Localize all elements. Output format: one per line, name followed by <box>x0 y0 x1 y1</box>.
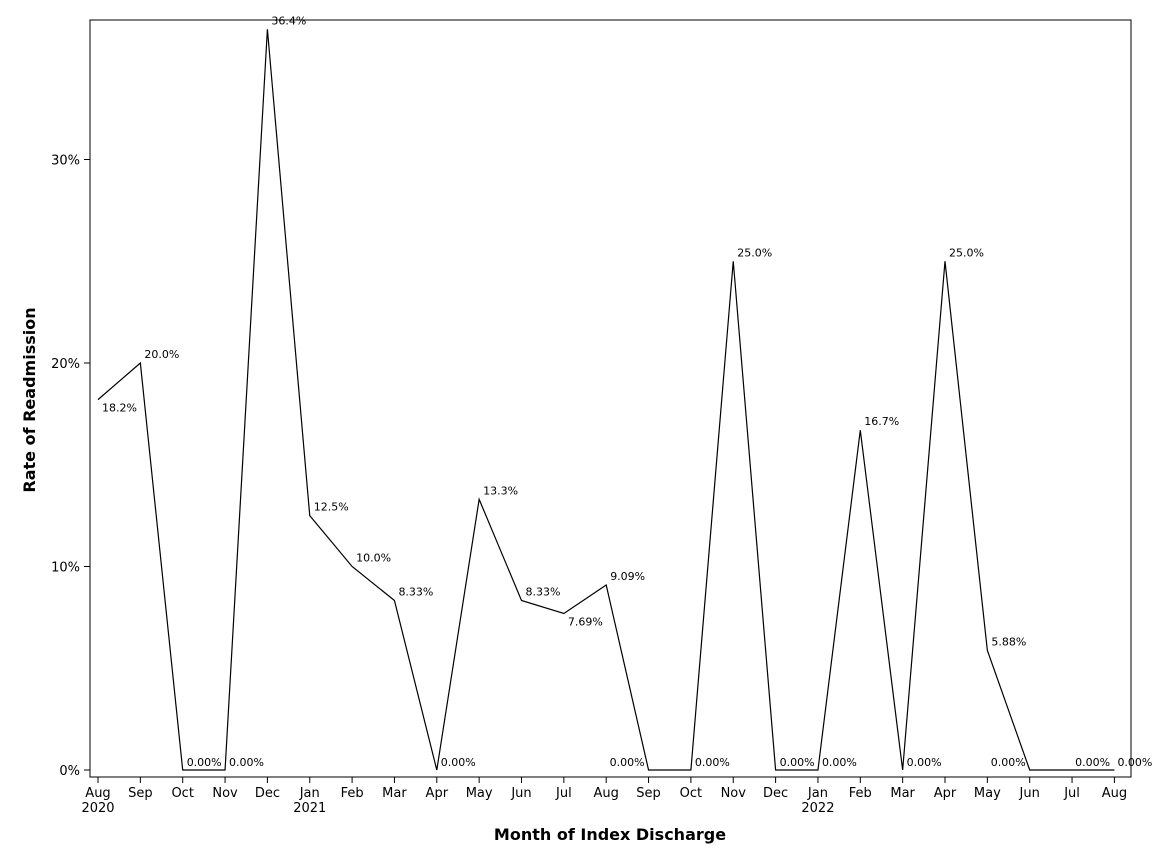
data-point <box>435 769 438 772</box>
x-axis-title: Month of Index Discharge <box>494 825 726 844</box>
data-label: 10.0% <box>356 552 391 565</box>
data-label: 0.00% <box>822 756 857 769</box>
x-tick-label-month: Feb <box>341 786 364 801</box>
data-label: 0.00% <box>1075 756 1110 769</box>
data-label: 5.88% <box>991 635 1026 648</box>
x-tick-label-month: Oct <box>171 786 193 801</box>
data-point <box>478 498 481 501</box>
x-tick-label-month: Sep <box>128 786 153 801</box>
x-tick-label-month: Nov <box>212 786 238 801</box>
x-tick-label-month: Jan <box>807 786 828 801</box>
x-tick-label-month: Aug <box>1102 786 1127 801</box>
y-axis-title: Rate of Readmission <box>20 307 39 492</box>
y-tick-label: 30% <box>51 154 80 169</box>
data-point <box>986 649 989 652</box>
x-tick-label-month: Jan <box>299 786 320 801</box>
data-label: 12.5% <box>314 501 349 514</box>
x-tick-label-month: Oct <box>680 786 702 801</box>
data-point <box>605 584 608 587</box>
data-label: 13.3% <box>483 484 518 497</box>
x-tick-label-month: Apr <box>934 786 957 801</box>
data-point <box>562 612 565 615</box>
data-point <box>181 769 184 772</box>
y-tick-label: 10% <box>51 561 80 576</box>
x-tick-label-month: Jul <box>1063 786 1080 801</box>
x-tick-label-month: Aug <box>594 786 619 801</box>
data-point <box>901 769 904 772</box>
data-point <box>224 769 227 772</box>
x-tick-label-month: Aug <box>85 786 110 801</box>
data-label: 0.00% <box>1117 756 1152 769</box>
data-point <box>393 599 396 602</box>
series-line <box>97 29 1115 771</box>
data-label: 16.7% <box>864 415 899 428</box>
x-tick-label-month: Mar <box>890 786 915 801</box>
data-label: 0.00% <box>610 756 645 769</box>
data-point <box>944 260 947 263</box>
x-tick-label-month: Dec <box>255 786 280 801</box>
data-point <box>308 514 311 517</box>
data-point <box>689 769 692 772</box>
y-axis: 0% 10% 20% 30% <box>51 154 90 779</box>
x-tick-label-year: 2020 <box>81 801 114 816</box>
data-label: 0.00% <box>780 756 815 769</box>
data-point <box>732 260 735 263</box>
data-label: 25.0% <box>737 246 772 259</box>
data-point <box>1071 769 1074 772</box>
x-tick-label-month: Jul <box>555 786 572 801</box>
data-point <box>139 362 142 365</box>
y-tick-label: 0% <box>59 764 80 779</box>
data-label: 18.2% <box>102 402 137 415</box>
data-label: 9.09% <box>610 570 645 583</box>
data-label: 0.00% <box>187 756 222 769</box>
data-point <box>97 398 100 401</box>
x-tick-label-month: Apr <box>426 786 449 801</box>
data-point <box>351 565 354 568</box>
data-label: 0.00% <box>991 756 1026 769</box>
data-point <box>1113 769 1116 772</box>
data-label: 0.00% <box>695 756 730 769</box>
x-tick-label-month: Nov <box>721 786 747 801</box>
data-label: 36.4% <box>271 14 306 27</box>
x-tick-label-month: Feb <box>849 786 872 801</box>
data-label: 25.0% <box>949 246 984 259</box>
data-point <box>647 769 650 772</box>
data-point <box>774 769 777 772</box>
data-labels: 18.2% 20.0% 0.00% 0.00% 36.4% 12.5% 10.0% 8.33%… <box>102 14 1152 769</box>
data-label: 8.33% <box>398 585 433 598</box>
x-tick-label-month: Sep <box>636 786 661 801</box>
x-tick-label-month: Jun <box>510 786 531 801</box>
x-tick-label-month: May <box>466 786 493 801</box>
x-tick-label-month: Jun <box>1019 786 1040 801</box>
data-label: 0.00% <box>229 756 264 769</box>
x-tick-label-month: Mar <box>382 786 407 801</box>
data-label: 7.69% <box>568 616 603 629</box>
data-label: 20.0% <box>144 348 179 361</box>
y-tick-label: 20% <box>51 357 80 372</box>
data-point <box>816 769 819 772</box>
x-tick-label-year: 2022 <box>801 801 834 816</box>
x-tick-label-month: May <box>974 786 1001 801</box>
data-point <box>859 429 862 432</box>
data-point <box>266 28 269 31</box>
data-label: 0.00% <box>907 756 942 769</box>
data-points <box>97 28 1116 772</box>
data-label: 8.33% <box>526 585 561 598</box>
data-label: 0.00% <box>441 756 476 769</box>
x-tick-label-year: 2021 <box>293 801 326 816</box>
x-tick-label-month: Dec <box>763 786 788 801</box>
plot-frame <box>89 19 1132 778</box>
data-point <box>520 599 523 602</box>
data-point <box>1028 769 1031 772</box>
